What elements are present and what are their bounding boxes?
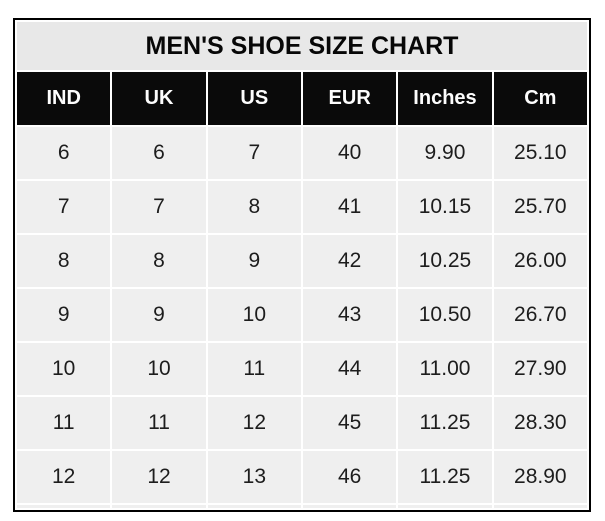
cell-inches: 10.25: [398, 235, 492, 287]
cell-eur: 45: [302, 397, 397, 449]
cell-inches: 11.25: [398, 451, 492, 503]
cell-uk: 10: [112, 343, 206, 395]
cell-ind: 8: [17, 235, 111, 287]
cell-uk: 11: [112, 397, 206, 449]
column-header-ind: IND: [17, 72, 111, 125]
table-row: 8 8 9 42 10.25 26.00: [17, 235, 587, 287]
cell-us: 7: [207, 127, 301, 179]
cell-inches: 11.25: [398, 397, 492, 449]
cell-us: 13: [207, 451, 301, 503]
shoe-size-chart-table: MEN'S SHOE SIZE CHART IND UK US EUR Inch…: [13, 18, 591, 512]
cell-eur: 42: [302, 235, 397, 287]
cell-inches: 10.50: [398, 289, 492, 341]
table-row: 7 7 8 41 10.15 25.70: [17, 181, 587, 233]
cell-uk: 12: [112, 451, 206, 503]
chart-title: MEN'S SHOE SIZE CHART: [17, 22, 587, 70]
cell-ind: 6: [17, 127, 111, 179]
cell-us: 9: [207, 235, 301, 287]
cell-inches: 10.15: [398, 181, 492, 233]
column-header-eur: EUR: [302, 72, 397, 125]
cell-cm: 26.00: [493, 235, 587, 287]
cell-us: 8: [207, 181, 301, 233]
cell-cm: 28.90: [493, 451, 587, 503]
cell-ind: 10: [17, 343, 111, 395]
cell-eur: 40: [302, 127, 397, 179]
title-row: MEN'S SHOE SIZE CHART: [17, 22, 587, 70]
spacer-cell: [17, 505, 111, 508]
spacer-cell: [302, 505, 397, 508]
cell-ind: 11: [17, 397, 111, 449]
cell-ind: 12: [17, 451, 111, 503]
cell-us: 12: [207, 397, 301, 449]
cell-us: 11: [207, 343, 301, 395]
cell-cm: 25.70: [493, 181, 587, 233]
cell-uk: 7: [112, 181, 206, 233]
cell-uk: 9: [112, 289, 206, 341]
header-row: IND UK US EUR Inches Cm: [17, 72, 587, 125]
column-header-uk: UK: [112, 72, 206, 125]
bottom-spacer-row: [17, 505, 587, 508]
cell-cm: 28.30: [493, 397, 587, 449]
cell-uk: 8: [112, 235, 206, 287]
cell-eur: 46: [302, 451, 397, 503]
column-header-cm: Cm: [493, 72, 587, 125]
spacer-cell: [398, 505, 492, 508]
table-row: 9 9 10 43 10.50 26.70: [17, 289, 587, 341]
table-row: 12 12 13 46 11.25 28.90: [17, 451, 587, 503]
cell-inches: 9.90: [398, 127, 492, 179]
table-row: 6 6 7 40 9.90 25.10: [17, 127, 587, 179]
table-row: 11 11 12 45 11.25 28.30: [17, 397, 587, 449]
cell-ind: 7: [17, 181, 111, 233]
cell-cm: 26.70: [493, 289, 587, 341]
spacer-cell: [112, 505, 206, 508]
cell-us: 10: [207, 289, 301, 341]
cell-cm: 27.90: [493, 343, 587, 395]
table-row: 10 10 11 44 11.00 27.90: [17, 343, 587, 395]
column-header-inches: Inches: [398, 72, 492, 125]
cell-cm: 25.10: [493, 127, 587, 179]
cell-eur: 41: [302, 181, 397, 233]
cell-uk: 6: [112, 127, 206, 179]
spacer-cell: [207, 505, 301, 508]
cell-inches: 11.00: [398, 343, 492, 395]
cell-eur: 44: [302, 343, 397, 395]
cell-eur: 43: [302, 289, 397, 341]
spacer-cell: [493, 505, 587, 508]
column-header-us: US: [207, 72, 301, 125]
cell-ind: 9: [17, 289, 111, 341]
